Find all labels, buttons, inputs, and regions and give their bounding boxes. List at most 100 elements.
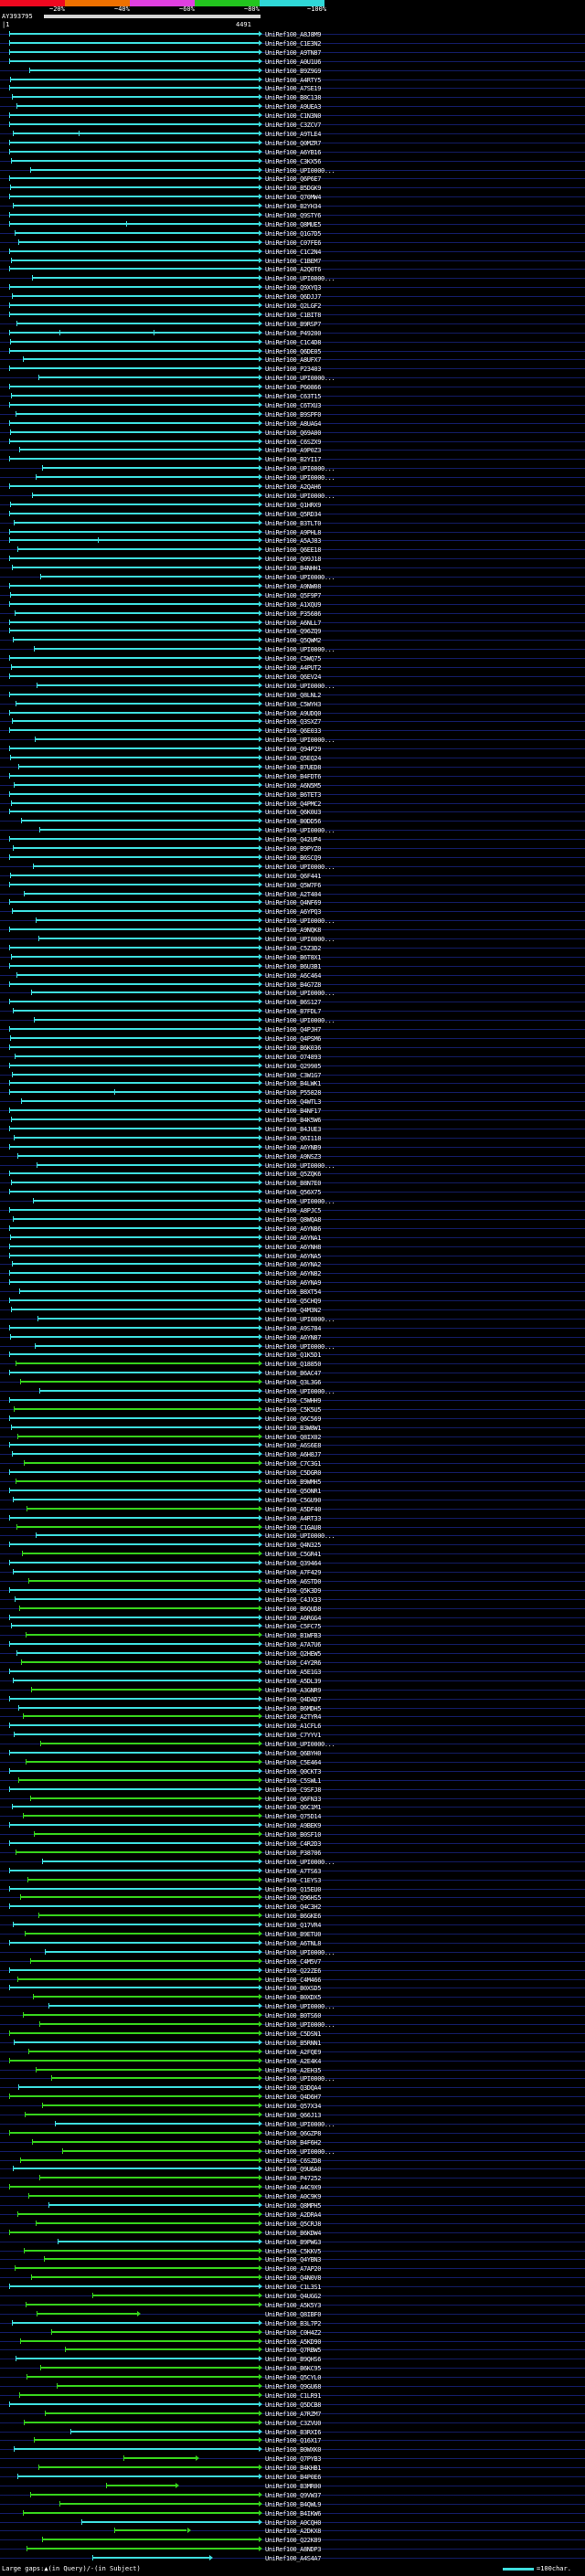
subject-label[interactable]: UniRef100_UPI0000... [265,863,335,871]
subject-label[interactable]: UniRef100_C1BIT8 [265,311,322,319]
alignment-bar[interactable] [20,1381,259,1383]
alignment-bar[interactable] [17,1435,259,1437]
subject-label[interactable]: UniRef100_Q5K3D9 [265,1586,322,1595]
alignment-bar[interactable] [25,1634,259,1637]
subject-label[interactable]: UniRef100_C3KX56 [265,157,322,165]
subject-label[interactable]: UniRef100_Q9U6A0 [265,2166,322,2174]
subject-label[interactable]: UniRef100_C4Y2R6 [265,1659,322,1667]
alignment-bar[interactable] [24,2114,259,2115]
subject-label[interactable]: UniRef100_A1CFL6 [265,1723,322,1731]
alignment-bar[interactable] [27,2376,259,2379]
subject-label[interactable]: UniRef100_C5DGR0 [265,1469,322,1478]
subject-label[interactable]: UniRef100_Q4D6H7 [265,2094,322,2102]
alignment-bar[interactable] [36,2068,259,2071]
alignment-bar[interactable] [13,132,259,134]
alignment-bar[interactable] [23,1462,259,1465]
alignment-bar[interactable] [12,2168,259,2170]
alignment-bar[interactable] [9,1254,259,1256]
alignment-bar[interactable] [31,493,259,496]
subject-label[interactable]: UniRef100_Q5CYL0 [265,2374,322,2382]
subject-label[interactable]: UniRef100_C1LR91 [265,2391,322,2400]
subject-label[interactable]: UniRef100_Q6DE05 [265,347,322,355]
subject-label[interactable]: UniRef100_C5DSN1 [265,2030,322,2038]
alignment-bar[interactable] [23,2014,259,2017]
alignment-bar[interactable] [12,1217,259,1220]
subject-label[interactable]: UniRef100_C5SWL1 [265,1776,322,1785]
subject-label[interactable]: UniRef100_UPI0000... [265,646,335,654]
alignment-bar[interactable] [9,331,259,334]
subject-label[interactable]: UniRef100_UPI0000... [265,2075,335,2083]
alignment-bar[interactable] [38,1390,259,1392]
alignment-bar[interactable] [23,2249,259,2252]
subject-label[interactable]: UniRef100_C4M5V7 [265,1957,322,1966]
alignment-bar[interactable] [42,467,259,470]
subject-label[interactable]: UniRef100_P55828 [265,1089,322,1097]
alignment-bar[interactable] [9,1444,259,1447]
alignment-bar[interactable] [9,50,259,53]
subject-label[interactable]: UniRef100_C5GU90 [265,1496,322,1504]
alignment-bar[interactable] [33,1996,259,1998]
subject-label[interactable]: UniRef100_A6YPQ3 [265,908,322,917]
alignment-bar[interactable] [9,1064,259,1066]
subject-label[interactable]: UniRef100_Q7PYB3 [265,2455,322,2464]
subject-label[interactable]: UniRef100_A8NDP3 [265,2546,322,2554]
subject-label[interactable]: UniRef100_B6TET3 [265,790,322,799]
subject-label[interactable]: UniRef100_B0XDX5 [265,1994,322,2002]
alignment-bar[interactable] [9,1353,259,1356]
subject-label[interactable]: UniRef100_A6YNA1 [265,1234,322,1242]
alignment-bar[interactable] [9,1191,259,1193]
subject-label[interactable]: UniRef100_Q5ONR1 [265,1487,322,1495]
alignment-bar[interactable] [10,503,259,505]
subject-label[interactable]: UniRef100_B0DD56 [265,818,322,826]
alignment-bar[interactable] [9,123,259,125]
subject-label[interactable]: UniRef100_UPI0000... [265,990,335,998]
subject-label[interactable]: UniRef100_C5K5U5 [265,1405,322,1414]
subject-label[interactable]: UniRef100_UPI0000... [265,1315,335,1323]
alignment-bar[interactable] [9,1941,259,1944]
subject-label[interactable]: UniRef100_A6N5M5 [265,781,322,790]
subject-label[interactable]: UniRef100_P35686 [265,610,322,618]
subject-label[interactable]: UniRef100_B9QHS6 [265,2356,322,2364]
alignment-bar[interactable] [12,1924,259,1926]
subject-label[interactable]: UniRef100_B5RNN1 [265,2039,322,2047]
alignment-bar[interactable] [9,304,259,306]
subject-label[interactable]: UniRef100_A6C464 [265,971,322,980]
subject-label[interactable]: UniRef100_Q2HEW5 [265,1650,322,1659]
alignment-bar[interactable] [9,2059,259,2062]
subject-label[interactable]: UniRef100_UPI0000... [265,1342,335,1351]
subject-label[interactable]: UniRef100_C5KKV5 [265,2247,322,2255]
subject-label[interactable]: UniRef100_B8N7E0 [265,1180,322,1188]
alignment-bar[interactable] [31,1688,259,1691]
alignment-bar[interactable] [10,666,259,668]
subject-label[interactable]: UniRef100_C4M466 [265,1976,322,1984]
alignment-bar[interactable] [10,78,259,80]
alignment-bar[interactable] [22,358,259,361]
alignment-bar[interactable] [9,1127,259,1129]
alignment-bar[interactable] [122,2457,196,2460]
alignment-bar[interactable] [28,2050,259,2052]
alignment-bar[interactable] [9,87,259,90]
alignment-bar[interactable] [23,1715,259,1718]
subject-label[interactable]: UniRef100_Q5DCB8 [265,2401,322,2409]
subject-label[interactable]: UniRef100_C5FC75 [265,1623,322,1631]
alignment-bar[interactable] [9,1172,259,1175]
alignment-bar[interactable] [9,1616,259,1618]
subject-label[interactable]: UniRef100_B9Z9G9 [265,67,322,75]
subject-label[interactable]: UniRef100_P60866 [265,384,322,392]
subject-label[interactable]: UniRef100_B4NF17 [265,1108,322,1116]
subject-label[interactable]: UniRef100_B0TS60 [265,2012,322,2020]
subject-label[interactable]: UniRef100_A0U1U6 [265,58,322,66]
subject-label[interactable]: UniRef100_B4IKW6 [265,2509,322,2518]
subject-label[interactable]: UniRef100_C5GR41 [265,1551,322,1559]
alignment-bar[interactable] [9,1398,259,1401]
subject-label[interactable]: UniRef100_B0WXK0 [265,2446,322,2454]
subject-label[interactable]: UniRef100_A5K5Y3 [265,2301,322,2309]
subject-label[interactable]: UniRef100_B6KDW4 [265,2229,322,2237]
subject-label[interactable]: UniRef100_A6TNL8 [265,1939,322,1947]
alignment-bar[interactable] [9,1905,259,1908]
subject-label[interactable]: UniRef100_Q5W7F6 [265,881,322,889]
alignment-bar[interactable] [15,412,259,415]
subject-label[interactable]: UniRef100_A6YNA5 [265,1252,322,1260]
alignment-bar[interactable] [9,313,259,315]
alignment-bar[interactable] [9,630,259,632]
